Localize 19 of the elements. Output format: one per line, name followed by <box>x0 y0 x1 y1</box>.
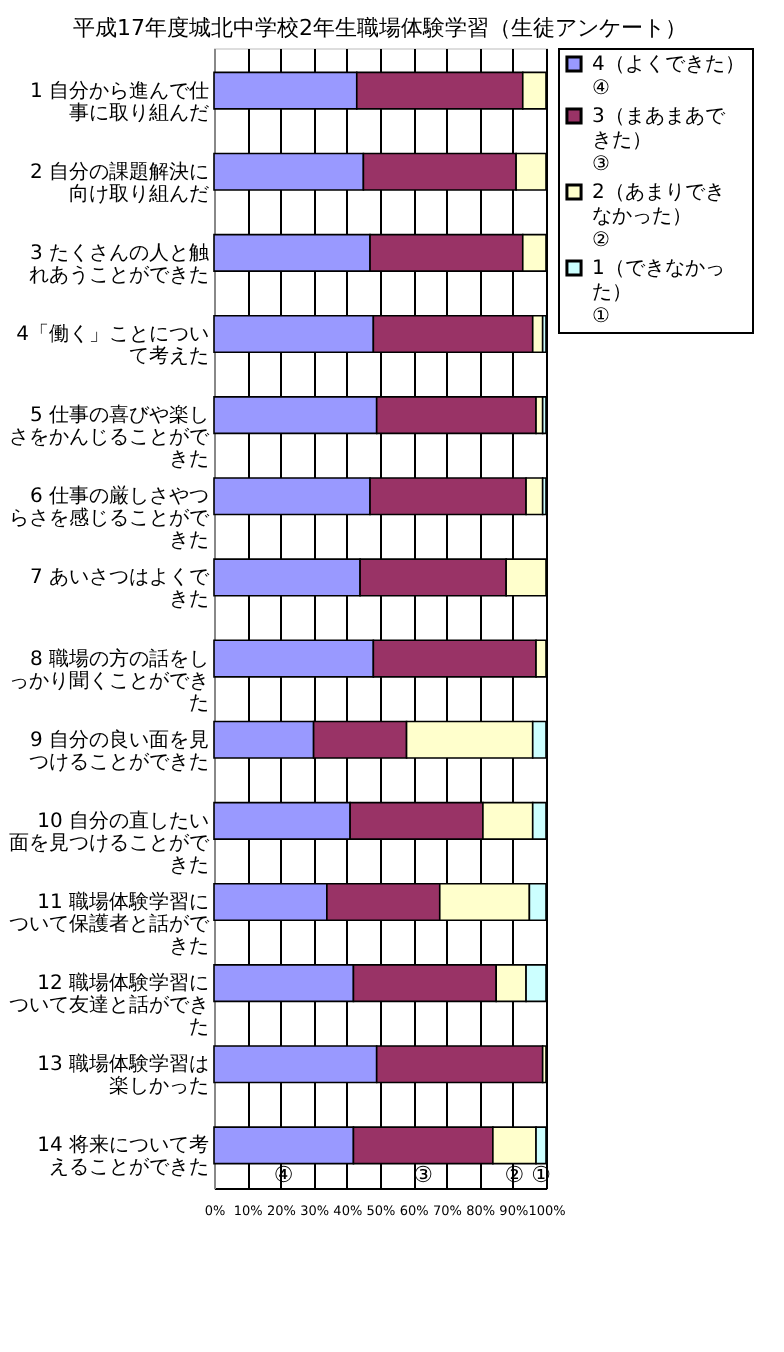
legend-label: 2（あまりできなかった） ② <box>592 182 725 252</box>
legend-label: 3（まあまあできた） ③ <box>592 106 727 176</box>
y-tick-label: 8 職場の方の話をしっかり聞くことができた <box>9 646 209 715</box>
y-tick-label: 7 あいさつはよくできた <box>29 567 211 612</box>
y-tick-label: 11 職場体験学習について保護者と話ができた <box>9 889 211 958</box>
y-tick-label: 9 自分の良い面を見つけることができた <box>29 727 209 774</box>
y-tick-label: 13 職場体験学習は楽しかった <box>37 1052 209 1099</box>
y-tick-label: 1 自分から進んで仕事に取り組んだ <box>29 78 209 125</box>
y-tick-label: 14 将来について考えることができた <box>37 1133 209 1180</box>
y-tick-label: 5 仕事の喜びや楽しさをかんじることができた <box>9 403 211 472</box>
y-tick-label: 10 自分の直したい面を見つけることができた <box>9 808 211 877</box>
chart-title: 平成17年度城北中学校2年生職場体験学習（生徒アンケート） <box>73 15 687 41</box>
y-tick-label: 12 職場体験学習について友達と話ができた <box>9 971 209 1040</box>
y-tick-label: 2 自分の課題解決に向け取り組んだ <box>29 159 209 206</box>
y-tick-label: 6 仕事の厳しさやつらさを感じることができた <box>9 484 211 553</box>
legend-label: 1（できなかった） ① <box>592 258 725 328</box>
y-tick-label: 4「働く」ことについて考えた <box>16 322 209 369</box>
legend-label: 4（よくできた） ④ <box>592 54 745 100</box>
y-tick-label: 3 たくさんの人と触れあうことができた <box>29 242 209 287</box>
